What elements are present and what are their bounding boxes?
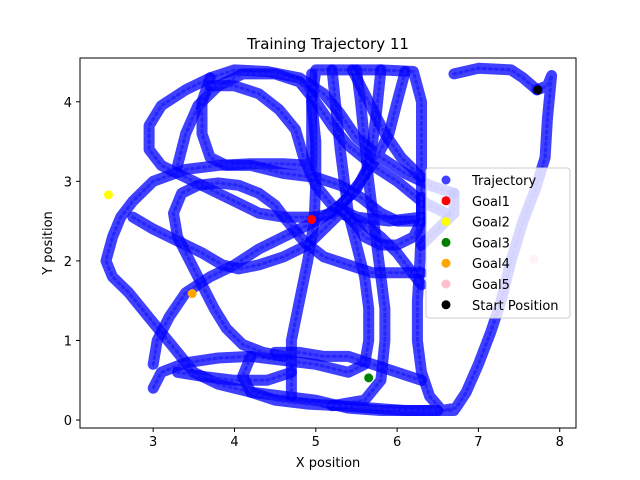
trajectory-dots-12 xyxy=(350,68,423,179)
trajectory-dots-10 xyxy=(171,181,423,358)
x-tick-label: 5 xyxy=(312,435,320,450)
legend-label-goal3: Goal3 xyxy=(472,236,510,251)
legend-marker-start-position xyxy=(441,300,451,310)
x-tick-label: 8 xyxy=(556,435,564,450)
legend-label-goal4: Goal4 xyxy=(472,257,510,272)
y-tick-label: 0 xyxy=(64,414,72,429)
y-tick-label: 4 xyxy=(64,96,72,111)
x-axis-label: X position xyxy=(296,456,361,471)
marker-goal4 xyxy=(187,289,197,299)
marker-goal2 xyxy=(103,190,113,200)
trajectory-dots-16 xyxy=(273,350,423,382)
legend-marker-goal3 xyxy=(441,237,451,247)
legend-label-start-position: Start Position xyxy=(472,299,559,314)
y-axis-label: Y position xyxy=(41,211,56,276)
legend-label-goal2: Goal2 xyxy=(472,216,510,231)
legend: Trajectory Goal1 Goal2 Goal3 Goal4 Goal5 Start… xyxy=(425,167,571,319)
legend-frame xyxy=(425,167,571,319)
marker-goal3 xyxy=(364,373,374,383)
legend-label-goal1: Goal1 xyxy=(472,195,510,210)
trajectory-dots-14 xyxy=(176,370,293,382)
x-axis-ticks: 3 4 5 6 7 8 xyxy=(149,428,564,450)
legend-marker-goal2 xyxy=(441,217,451,227)
legend-marker-goal4 xyxy=(441,258,451,268)
trajectory-dots-15 xyxy=(240,354,440,412)
marker-start-position xyxy=(533,85,543,95)
axes-frame xyxy=(79,57,577,429)
trajectory-dots-1 xyxy=(452,66,539,92)
x-tick-label: 3 xyxy=(149,435,157,450)
legend-marker-trajectory xyxy=(441,175,451,185)
trajectory-dots-11 xyxy=(208,84,423,223)
marker-goal1 xyxy=(307,215,317,225)
trajectory-dots-8 xyxy=(200,76,423,223)
legend-label-goal5: Goal5 xyxy=(472,278,510,293)
legend-label-trajectory: Trajectory xyxy=(471,174,536,189)
y-axis-ticks: 0 1 2 3 4 xyxy=(64,96,80,429)
trajectory-dots-3 xyxy=(151,68,371,390)
x-tick-label: 7 xyxy=(474,435,482,450)
legend-marker-goal1 xyxy=(441,196,451,206)
trajectory-layer xyxy=(100,62,558,416)
y-tick-label: 1 xyxy=(64,334,72,349)
legend-marker-goal5 xyxy=(441,279,451,289)
trajectory-dots-4 xyxy=(330,68,387,408)
x-tick-label: 4 xyxy=(230,435,238,450)
y-tick-label: 2 xyxy=(64,255,72,270)
y-tick-label: 3 xyxy=(64,175,72,190)
trajectory-dots-17 xyxy=(338,195,423,247)
chart-title: Training Trajectory 11 xyxy=(246,35,409,53)
x-tick-label: 6 xyxy=(393,435,401,450)
